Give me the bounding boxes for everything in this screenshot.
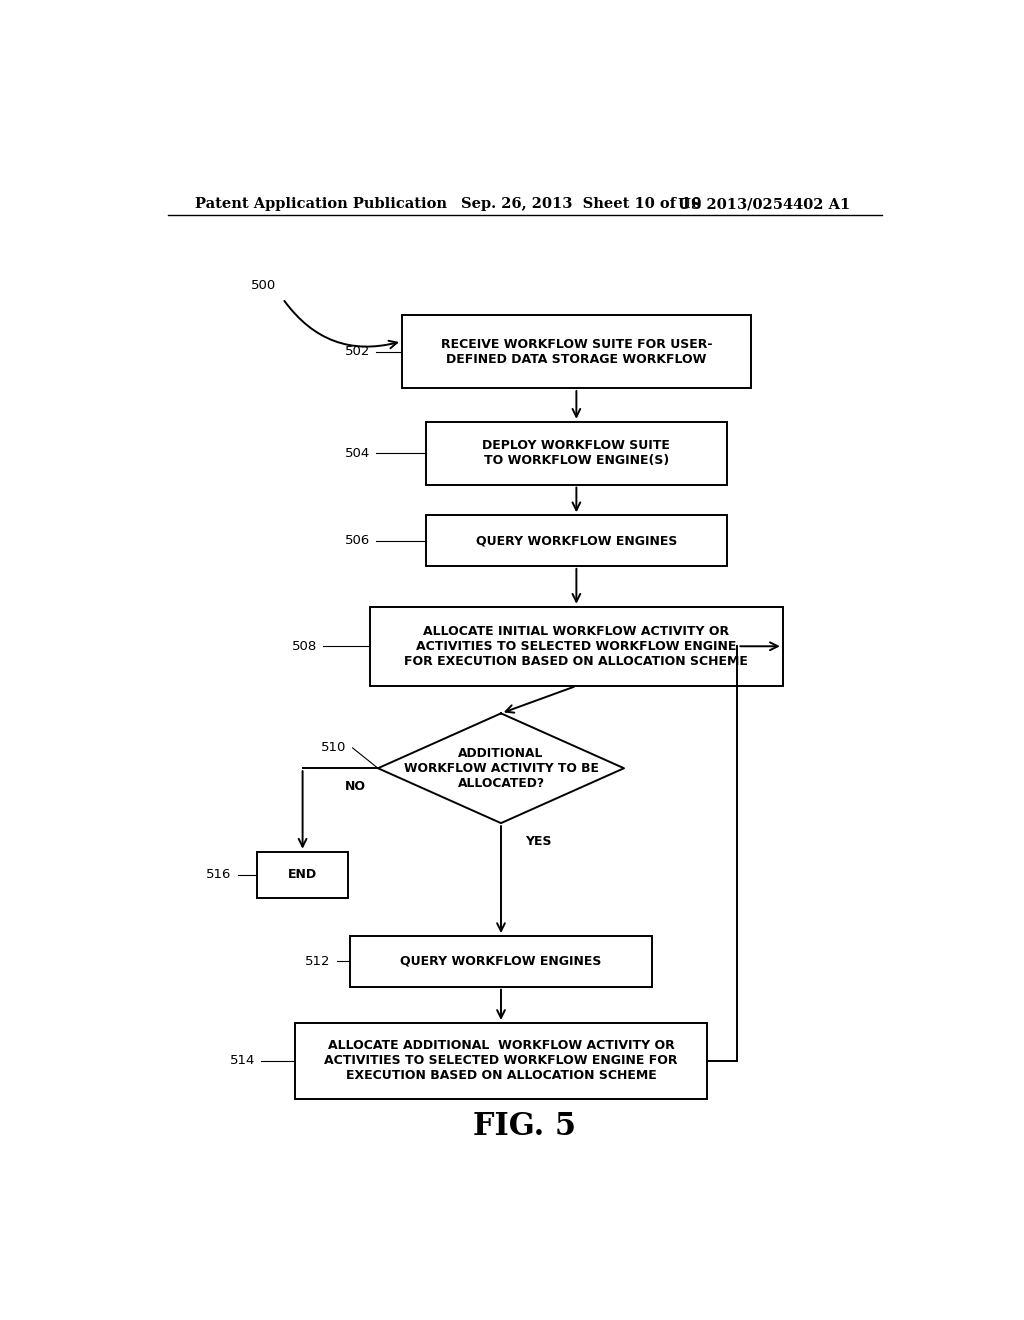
FancyBboxPatch shape	[257, 851, 348, 899]
Text: 512: 512	[305, 954, 331, 968]
Text: QUERY WORKFLOW ENGINES: QUERY WORKFLOW ENGINES	[476, 535, 677, 546]
Text: 506: 506	[345, 535, 370, 546]
Text: 508: 508	[292, 640, 316, 653]
Text: ALLOCATE ADDITIONAL  WORKFLOW ACTIVITY OR
ACTIVITIES TO SELECTED WORKFLOW ENGINE: ALLOCATE ADDITIONAL WORKFLOW ACTIVITY OR…	[325, 1039, 678, 1082]
Text: FIG. 5: FIG. 5	[473, 1110, 577, 1142]
Text: YES: YES	[524, 836, 551, 849]
Text: Sep. 26, 2013  Sheet 10 of 10: Sep. 26, 2013 Sheet 10 of 10	[461, 197, 701, 211]
Text: ALLOCATE INITIAL WORKFLOW ACTIVITY OR
ACTIVITIES TO SELECTED WORKFLOW ENGINE
FOR: ALLOCATE INITIAL WORKFLOW ACTIVITY OR AC…	[404, 624, 749, 668]
Polygon shape	[378, 713, 624, 824]
Text: END: END	[288, 869, 317, 882]
FancyBboxPatch shape	[350, 936, 651, 987]
FancyBboxPatch shape	[426, 515, 727, 566]
Text: 500: 500	[251, 279, 276, 292]
FancyBboxPatch shape	[426, 421, 727, 484]
Text: QUERY WORKFLOW ENGINES: QUERY WORKFLOW ENGINES	[400, 954, 602, 968]
Text: 514: 514	[229, 1055, 255, 1068]
Text: 516: 516	[206, 869, 231, 882]
Text: Patent Application Publication: Patent Application Publication	[196, 197, 447, 211]
FancyBboxPatch shape	[295, 1023, 708, 1100]
FancyArrowPatch shape	[285, 301, 397, 348]
Text: RECEIVE WORKFLOW SUITE FOR USER-
DEFINED DATA STORAGE WORKFLOW: RECEIVE WORKFLOW SUITE FOR USER- DEFINED…	[440, 338, 712, 366]
Text: NO: NO	[345, 780, 366, 793]
Text: 504: 504	[345, 446, 370, 459]
FancyBboxPatch shape	[370, 607, 782, 686]
Text: DEPLOY WORKFLOW SUITE
TO WORKFLOW ENGINE(S): DEPLOY WORKFLOW SUITE TO WORKFLOW ENGINE…	[482, 440, 671, 467]
Text: 502: 502	[345, 345, 370, 358]
FancyBboxPatch shape	[401, 315, 751, 388]
Text: US 2013/0254402 A1: US 2013/0254402 A1	[678, 197, 850, 211]
Text: 510: 510	[321, 742, 346, 755]
Text: ADDITIONAL
WORKFLOW ACTIVITY TO BE
ALLOCATED?: ADDITIONAL WORKFLOW ACTIVITY TO BE ALLOC…	[403, 747, 598, 789]
